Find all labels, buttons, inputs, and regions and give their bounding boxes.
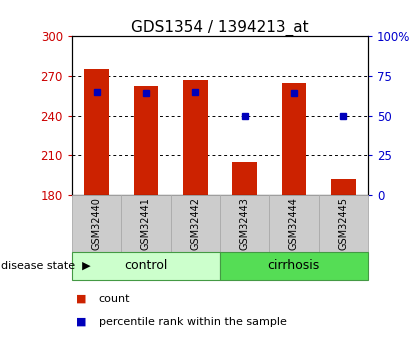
Bar xyxy=(134,87,158,195)
Bar xyxy=(282,82,306,195)
Text: GSM32445: GSM32445 xyxy=(338,197,348,250)
Text: percentile rank within the sample: percentile rank within the sample xyxy=(99,317,286,326)
Text: GSM32442: GSM32442 xyxy=(190,197,200,250)
Bar xyxy=(183,80,208,195)
Title: GDS1354 / 1394213_at: GDS1354 / 1394213_at xyxy=(131,20,309,36)
Text: GSM32440: GSM32440 xyxy=(92,197,102,250)
Bar xyxy=(331,179,356,195)
Text: GSM32443: GSM32443 xyxy=(240,197,249,250)
Text: count: count xyxy=(99,294,130,304)
Text: ■: ■ xyxy=(76,317,87,326)
Bar xyxy=(232,162,257,195)
Text: GSM32441: GSM32441 xyxy=(141,197,151,250)
Text: GSM32444: GSM32444 xyxy=(289,197,299,250)
Text: disease state  ▶: disease state ▶ xyxy=(1,261,90,271)
Bar xyxy=(84,69,109,195)
Text: ■: ■ xyxy=(76,294,87,304)
Text: cirrhosis: cirrhosis xyxy=(268,259,320,273)
Text: control: control xyxy=(124,259,168,273)
